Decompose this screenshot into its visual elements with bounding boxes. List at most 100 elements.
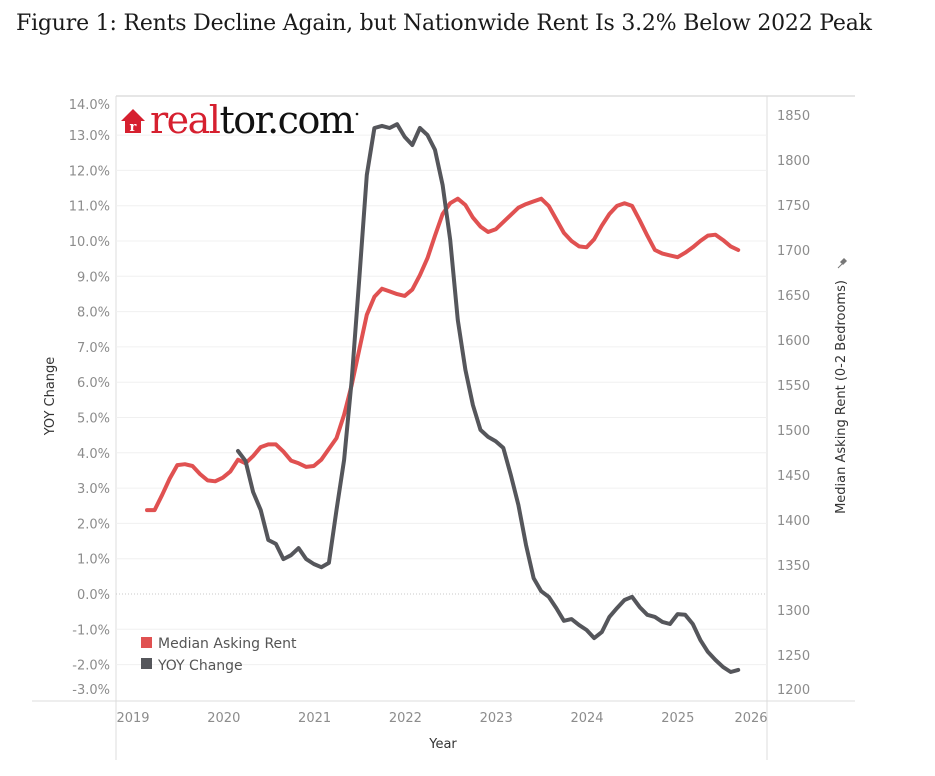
yoy-change-point bbox=[736, 668, 740, 672]
median-rent-point bbox=[592, 237, 596, 241]
yoy-change-point bbox=[410, 143, 414, 147]
realtor-logo: r realtor.com bbox=[121, 98, 359, 142]
median-rent-point bbox=[676, 255, 680, 259]
median-rent-line bbox=[145, 196, 741, 513]
median-rent-point bbox=[577, 244, 581, 248]
right-tick-label: 1500 bbox=[777, 424, 810, 439]
yoy-change-point bbox=[471, 403, 475, 407]
yoy-change-point bbox=[403, 135, 407, 139]
median-rent-point bbox=[183, 462, 187, 466]
yoy-change-point bbox=[251, 490, 255, 494]
left-tick-label: -1.0% bbox=[72, 623, 110, 638]
yoy-change-point bbox=[388, 126, 392, 130]
legend-label-yoy: YOY Change bbox=[157, 658, 243, 674]
median-rent-point bbox=[228, 469, 232, 473]
median-rent-point bbox=[532, 199, 536, 203]
x-tick-label: 2020 bbox=[207, 711, 240, 726]
yoy-change-point bbox=[448, 238, 452, 242]
yoy-change-point bbox=[660, 620, 664, 624]
median-rent-point bbox=[198, 472, 202, 476]
legend: Median Asking Rent YOY Change bbox=[141, 636, 297, 674]
median-rent-point bbox=[554, 217, 558, 221]
median-rent-point bbox=[630, 204, 634, 208]
logo-trademark-dot bbox=[355, 112, 359, 116]
yoy-change-point bbox=[706, 650, 710, 654]
median-rent-point bbox=[547, 204, 551, 208]
pin-icon[interactable] bbox=[837, 258, 847, 269]
x-tick-label: 2022 bbox=[389, 711, 422, 726]
left-tick-label: 5.0% bbox=[77, 412, 110, 427]
yoy-change-point bbox=[486, 435, 490, 439]
yoy-change-point bbox=[721, 665, 725, 669]
yoy-change-point bbox=[319, 565, 323, 569]
yoy-change-point bbox=[380, 124, 384, 128]
median-rent-point bbox=[251, 454, 255, 458]
median-rent-point bbox=[175, 463, 179, 467]
left-tick-label: 4.0% bbox=[77, 447, 110, 462]
yoy-change-point bbox=[600, 630, 604, 634]
median-rent-point bbox=[221, 476, 225, 480]
yoy-change-point bbox=[691, 622, 695, 626]
yoy-change-point bbox=[281, 557, 285, 561]
median-rent-point bbox=[653, 248, 657, 252]
yoy-change-point bbox=[638, 605, 642, 609]
median-rent-point bbox=[297, 461, 301, 465]
yoy-change-point bbox=[547, 595, 551, 599]
yoy-change-point bbox=[570, 617, 574, 621]
median-rent-point bbox=[570, 239, 574, 243]
median-rent-point bbox=[691, 245, 695, 249]
yoy-change-point bbox=[365, 173, 369, 177]
left-tick-label: 11.0% bbox=[69, 200, 110, 215]
median-rent-point bbox=[395, 292, 399, 296]
median-rent-point bbox=[191, 464, 195, 468]
median-rent-point bbox=[524, 202, 528, 206]
median-rent-point bbox=[433, 234, 437, 238]
right-tick-label: 1600 bbox=[777, 334, 810, 349]
yoy-change-point bbox=[524, 543, 528, 547]
yoy-change-point bbox=[615, 606, 619, 610]
yoy-change-point bbox=[509, 473, 513, 477]
median-rent-point bbox=[160, 493, 164, 497]
right-axis-ticks: 1850 1800 1750 1700 1650 1600 1550 1500 1450 1400… bbox=[777, 109, 810, 698]
legend-label-rent: Median Asking Rent bbox=[158, 636, 297, 652]
median-rent-point bbox=[638, 218, 642, 222]
logo-text-black: tor.com bbox=[219, 98, 353, 142]
median-rent-point bbox=[206, 478, 210, 482]
figure-title: Figure 1: Rents Decline Again, but Natio… bbox=[16, 11, 872, 36]
x-tick-label: 2026 bbox=[734, 711, 767, 726]
median-rent-point bbox=[266, 442, 270, 446]
left-tick-label: 8.0% bbox=[77, 306, 110, 321]
median-rent-point bbox=[236, 458, 240, 462]
right-tick-label: 1550 bbox=[777, 379, 810, 394]
median-rent-point bbox=[441, 212, 445, 216]
median-rent-point bbox=[721, 238, 725, 242]
yoy-change-point bbox=[395, 122, 399, 126]
median-rent-point bbox=[607, 212, 611, 216]
median-rent-point bbox=[456, 197, 460, 201]
median-rent-point bbox=[600, 224, 604, 228]
legend-swatch-yoy bbox=[141, 658, 152, 669]
chart-frame bbox=[32, 95, 855, 760]
median-rent-point bbox=[410, 288, 414, 292]
left-axis-ticks: 14.0% 13.0% 12.0% 11.0% 10.0% 9.0% 8.0% 7.0% 6.0… bbox=[69, 98, 110, 698]
right-tick-label: 1650 bbox=[777, 289, 810, 304]
median-rent-point bbox=[365, 313, 369, 317]
right-tick-label: 1350 bbox=[777, 559, 810, 574]
median-rent-point bbox=[418, 273, 422, 277]
yoy-change-point bbox=[335, 508, 339, 512]
right-tick-label: 1300 bbox=[777, 604, 810, 619]
right-tick-label: 1700 bbox=[777, 244, 810, 259]
yoy-change-point bbox=[623, 598, 627, 602]
left-tick-label: 10.0% bbox=[69, 235, 110, 250]
x-tick-label: 2021 bbox=[298, 711, 331, 726]
yoy-change-point bbox=[539, 589, 543, 593]
x-tick-label: 2019 bbox=[116, 711, 149, 726]
left-tick-label: 9.0% bbox=[77, 270, 110, 285]
x-tick-label: 2024 bbox=[570, 711, 603, 726]
yoy-change-point bbox=[312, 562, 316, 566]
yoy-change-point bbox=[501, 446, 505, 450]
left-tick-label: 1.0% bbox=[77, 553, 110, 568]
median-rent-point bbox=[463, 203, 467, 207]
yoy-change-point bbox=[426, 133, 430, 137]
